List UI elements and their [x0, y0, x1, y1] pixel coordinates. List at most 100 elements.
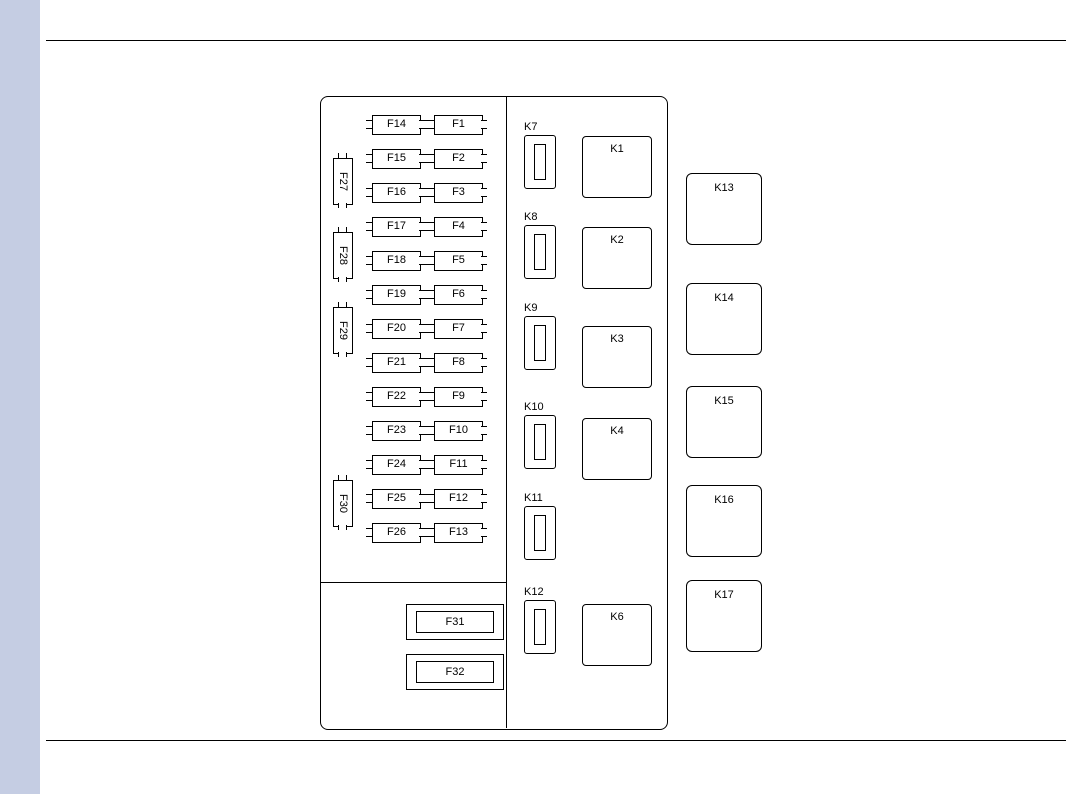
fuse-conn-l-F19	[366, 290, 372, 299]
fuse-conn-l-F18	[366, 256, 372, 265]
fuse-conn-r-F5	[481, 256, 487, 265]
vfuse-F30: F30	[333, 480, 353, 527]
vfuse-conn-t-F29	[338, 302, 347, 307]
relay-label-K11: K11	[524, 492, 543, 504]
fuse-conn-l-F21	[366, 358, 372, 367]
fuse-conn-l-F17	[366, 222, 372, 231]
fuse-conn-m-F15	[419, 154, 434, 163]
fuse-conn-l-F15	[366, 154, 372, 163]
fuse-conn-l-F24	[366, 460, 372, 469]
fuse-conn-m-F17	[419, 222, 434, 231]
fuse-conn-r-F4	[481, 222, 487, 231]
vfuse-conn-b-F30	[338, 525, 347, 530]
vfuse-conn-b-F28	[338, 277, 347, 282]
fuse-conn-r-F13	[481, 528, 487, 537]
relay-slot-K12	[534, 609, 546, 645]
fuse-F6: F6	[434, 285, 483, 305]
fuse-conn-m-F14	[419, 120, 434, 129]
fuse-F26: F26	[372, 523, 421, 543]
fuse-conn-l-F22	[366, 392, 372, 401]
relay-slot-K8	[534, 234, 546, 270]
fuse-F10: F10	[434, 421, 483, 441]
fuse-conn-l-F26	[366, 528, 372, 537]
fuse-conn-m-F19	[419, 290, 434, 299]
fuse-F3: F3	[434, 183, 483, 203]
relay-slot-K7	[534, 144, 546, 180]
fuse-F1: F1	[434, 115, 483, 135]
bigfuse-F32: F32	[416, 661, 494, 683]
fuse-F25: F25	[372, 489, 421, 509]
fuse-F15: F15	[372, 149, 421, 169]
fuse-F5: F5	[434, 251, 483, 271]
relay-K16: K16	[686, 485, 762, 557]
relay-K4: K4	[582, 418, 652, 480]
fuse-conn-r-F12	[481, 494, 487, 503]
fuse-F19: F19	[372, 285, 421, 305]
relay-K15: K15	[686, 386, 762, 458]
fuse-F18: F18	[372, 251, 421, 271]
vfuse-F29: F29	[333, 307, 353, 354]
fuse-conn-r-F11	[481, 460, 487, 469]
fuse-conn-l-F25	[366, 494, 372, 503]
fuse-conn-l-F16	[366, 188, 372, 197]
vfuse-F28: F28	[333, 232, 353, 279]
fuse-F23: F23	[372, 421, 421, 441]
fuse-F22: F22	[372, 387, 421, 407]
fuse-F24: F24	[372, 455, 421, 475]
fuse-conn-m-F21	[419, 358, 434, 367]
fuse-conn-r-F3	[481, 188, 487, 197]
fuse-F4: F4	[434, 217, 483, 237]
panel-divider-horizontal	[320, 582, 506, 583]
fuse-conn-m-F16	[419, 188, 434, 197]
relay-label-K10: K10	[524, 401, 544, 413]
relay-label-K8: K8	[524, 211, 537, 223]
vfuse-conn-t-F27	[338, 153, 347, 158]
relay-label-K9: K9	[524, 302, 537, 314]
fuse-F14: F14	[372, 115, 421, 135]
relay-label-K7: K7	[524, 121, 537, 133]
bigfuse-F31: F31	[416, 611, 494, 633]
relay-K3: K3	[582, 326, 652, 388]
fuse-F8: F8	[434, 353, 483, 373]
relay-slot-K10	[534, 424, 546, 460]
fusebox-diagram: F14F15F16F17F18F19F20F21F22F23F24F25F26F…	[0, 0, 1066, 794]
fuse-conn-r-F9	[481, 392, 487, 401]
fuse-conn-r-F7	[481, 324, 487, 333]
fuse-conn-r-F6	[481, 290, 487, 299]
fuse-conn-r-F8	[481, 358, 487, 367]
vfuse-conn-b-F27	[338, 203, 347, 208]
fuse-F2: F2	[434, 149, 483, 169]
fuse-F17: F17	[372, 217, 421, 237]
fuse-conn-m-F26	[419, 528, 434, 537]
fuse-conn-l-F20	[366, 324, 372, 333]
fuse-conn-m-F25	[419, 494, 434, 503]
fuse-conn-m-F20	[419, 324, 434, 333]
fuse-conn-m-F22	[419, 392, 434, 401]
panel-divider-vertical	[506, 96, 507, 728]
relay-K14: K14	[686, 283, 762, 355]
vfuse-F27: F27	[333, 158, 353, 205]
vfuse-conn-t-F30	[338, 475, 347, 480]
fuse-F11: F11	[434, 455, 483, 475]
relay-K1: K1	[582, 136, 652, 198]
relay-K2: K2	[582, 227, 652, 289]
fuse-conn-r-F1	[481, 120, 487, 129]
fuse-conn-l-F23	[366, 426, 372, 435]
vfuse-conn-b-F29	[338, 352, 347, 357]
fuse-F9: F9	[434, 387, 483, 407]
relay-slot-K9	[534, 325, 546, 361]
relay-slot-K11	[534, 515, 546, 551]
relay-K6: K6	[582, 604, 652, 666]
fuse-conn-m-F23	[419, 426, 434, 435]
vfuse-conn-t-F28	[338, 227, 347, 232]
fuse-F20: F20	[372, 319, 421, 339]
relay-K13: K13	[686, 173, 762, 245]
relay-K17: K17	[686, 580, 762, 652]
fuse-F13: F13	[434, 523, 483, 543]
fuse-conn-m-F24	[419, 460, 434, 469]
fuse-conn-m-F18	[419, 256, 434, 265]
fuse-F12: F12	[434, 489, 483, 509]
fuse-F21: F21	[372, 353, 421, 373]
fuse-conn-l-F14	[366, 120, 372, 129]
fuse-F7: F7	[434, 319, 483, 339]
